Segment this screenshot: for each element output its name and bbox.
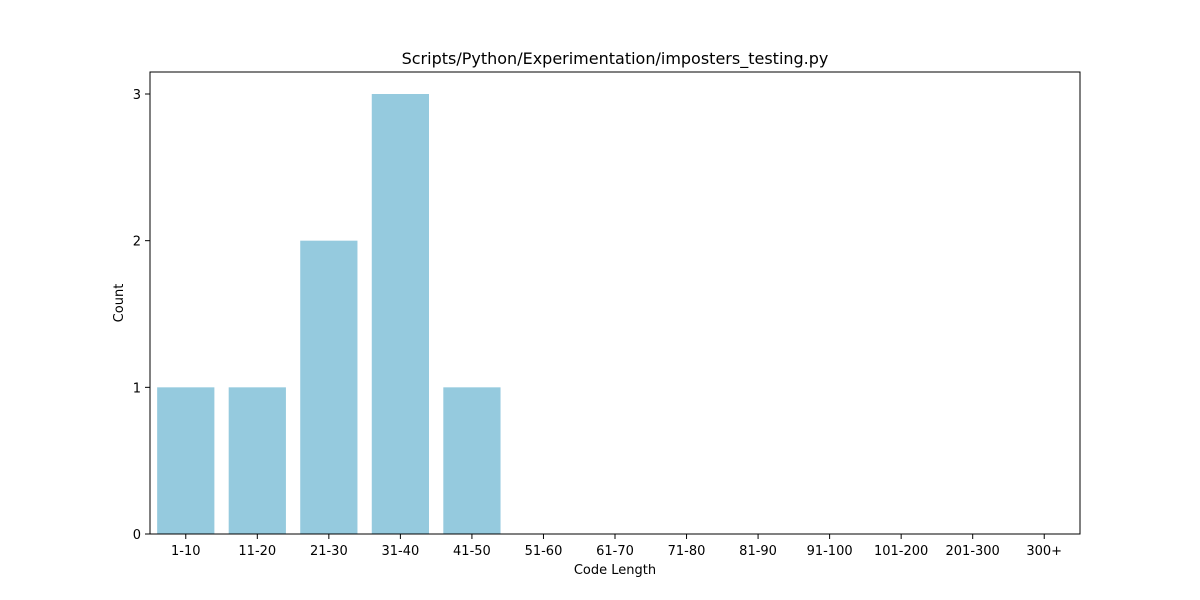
bar-21-30 <box>300 240 358 534</box>
x-tick-label: 41-50 <box>453 544 491 559</box>
y-axis-label: Count <box>112 284 127 323</box>
bars-layer <box>157 94 501 534</box>
x-tick-label: 71-80 <box>668 544 706 559</box>
y-tick-label: 1 <box>133 381 141 396</box>
x-tick-label: 81-90 <box>739 544 777 559</box>
y-tick-label: 2 <box>133 235 141 250</box>
x-tick-label: 201-300 <box>946 544 1000 559</box>
x-tick-label: 91-100 <box>807 544 853 559</box>
x-tick-label: 101-200 <box>874 544 928 559</box>
x-tick-label: 21-30 <box>310 544 348 559</box>
y-tick-label: 3 <box>133 88 141 103</box>
y-tick-label: 0 <box>133 528 141 543</box>
x-tick-label: 51-60 <box>525 544 563 559</box>
x-tick-label: 300+ <box>1026 544 1062 559</box>
bar-41-50 <box>443 387 501 534</box>
bar-31-40 <box>371 94 429 534</box>
x-tick-label: 61-70 <box>596 544 634 559</box>
plot-frame <box>149 71 1081 535</box>
x-tick-label: 11-20 <box>238 544 276 559</box>
ticks-layer: 1-10 11-20 21-30 31-40 41-50 51-60 61-70 71-80 8… <box>133 88 1062 559</box>
chart-title: Scripts/Python/Experimentation/imposters… <box>402 49 829 69</box>
x-axis-label: Code Length <box>574 563 656 578</box>
x-tick-label: 31-40 <box>381 544 419 559</box>
x-tick-label: 1-10 <box>171 544 201 559</box>
bar-1-10 <box>157 387 215 534</box>
bar-11-20 <box>228 387 286 534</box>
